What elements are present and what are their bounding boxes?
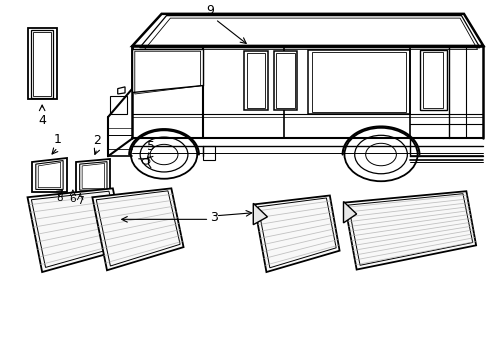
- Polygon shape: [27, 28, 57, 99]
- Polygon shape: [27, 188, 125, 272]
- Polygon shape: [253, 203, 267, 225]
- Text: 5: 5: [146, 140, 155, 153]
- Polygon shape: [419, 50, 446, 110]
- Polygon shape: [76, 159, 110, 193]
- Polygon shape: [92, 188, 183, 270]
- Text: 1: 1: [54, 132, 61, 145]
- Text: 2: 2: [93, 134, 101, 147]
- Text: 3: 3: [210, 211, 218, 224]
- Polygon shape: [344, 191, 475, 270]
- Text: 7: 7: [77, 196, 83, 206]
- Polygon shape: [343, 202, 356, 223]
- Polygon shape: [254, 195, 339, 272]
- Polygon shape: [244, 51, 267, 110]
- Polygon shape: [132, 14, 483, 46]
- Polygon shape: [273, 51, 297, 110]
- Polygon shape: [32, 158, 66, 192]
- Polygon shape: [132, 49, 203, 92]
- Bar: [203, 145, 215, 160]
- Text: 9: 9: [206, 4, 214, 17]
- Bar: [110, 96, 127, 113]
- Text: 6: 6: [69, 194, 76, 204]
- Polygon shape: [307, 50, 409, 114]
- Text: 8: 8: [56, 193, 62, 203]
- Text: 4: 4: [38, 113, 46, 127]
- Polygon shape: [118, 87, 125, 94]
